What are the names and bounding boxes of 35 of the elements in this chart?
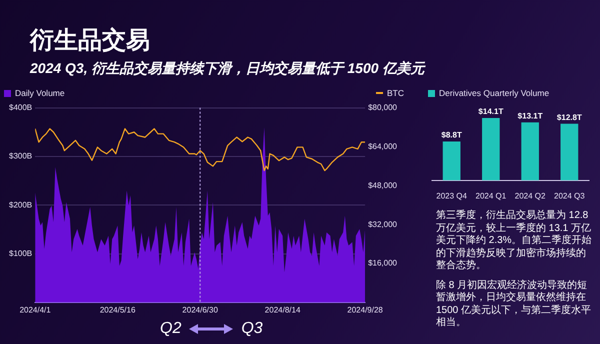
x-tick-label: 2024/9/28: [347, 305, 384, 314]
y2-tick-label: $48,000: [368, 180, 398, 190]
y-tick-label: $400B: [8, 103, 32, 112]
y2-tick-label: $80,000: [368, 103, 398, 112]
x-tick-label: 2024/6/30: [182, 305, 218, 314]
x-tick-label: 2024/5/16: [100, 305, 136, 314]
data-label: $13.1T: [518, 112, 543, 121]
bar: [442, 141, 460, 180]
bar: [482, 118, 500, 180]
chart-subtitle: 2024 Q3, 衍生品交易量持续下滑，日均交易量低于 1500 亿美元: [30, 60, 424, 78]
y2-tick-label: $16,000: [368, 258, 398, 268]
chart-title: 衍生品交易: [30, 26, 150, 56]
bar: [560, 124, 578, 180]
data-label: $12.8T: [556, 112, 582, 122]
data-label: $14.1T: [478, 107, 504, 116]
legend-label: BTC: [387, 88, 404, 98]
x-tick-label: 2024 Q2: [514, 191, 546, 200]
x-tick-label: 2023 Q4: [436, 191, 468, 200]
y-tick-label: $200B: [8, 200, 32, 210]
legend-label: Derivatives Quarterly Volume: [439, 88, 550, 98]
bar: [521, 122, 539, 180]
x-tick-label: 2024/4/1: [20, 305, 52, 314]
text: Q2: [160, 320, 182, 338]
y-tick-label: $100B: [8, 248, 32, 258]
text: 第三季度，衍生品交易总量为 12.8 万亿美元，较上一季度的 13.1 万亿美元下降约 2.3%。自第二季度开始的下滑趋势反映了加密市场持续的整合态势。: [436, 210, 592, 272]
x-tick-label: 2024 Q1: [476, 191, 507, 200]
y-tick-label: $300B: [8, 152, 32, 161]
data-label: $8.8T: [441, 130, 462, 140]
text: Q3: [241, 320, 263, 338]
y2-tick-label: $64,000: [368, 142, 398, 151]
y2-tick-label: $32,000: [368, 220, 398, 229]
legend-label: Daily Volume: [15, 88, 65, 98]
text: 除 8 月初因宏观经济波动导致的短暂激增外，日均交易量依然维持在 1500 亿美元以下，与第二季度水平相当。: [436, 280, 592, 330]
x-tick-label: 2024/8/14: [264, 305, 301, 314]
x-tick-label: 2024 Q3: [554, 191, 586, 200]
